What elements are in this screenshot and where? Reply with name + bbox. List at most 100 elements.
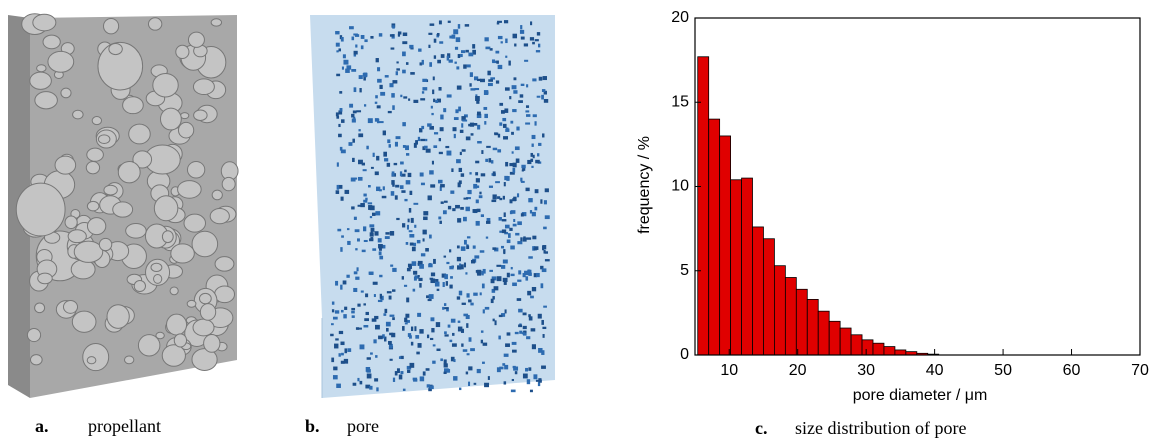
pore [463,313,469,317]
pore [429,62,433,67]
pore [418,48,422,52]
pore [352,382,357,386]
pore [433,132,439,135]
pore [497,35,503,40]
pore [475,270,480,273]
pore [451,34,456,39]
pore [388,144,391,148]
pore [521,212,527,217]
pore [451,168,454,173]
pore [538,43,541,48]
pore [339,91,343,94]
pore [389,314,395,317]
pore [412,288,416,292]
pore [380,91,386,96]
bar [883,346,896,356]
pore [359,380,363,385]
pore [386,327,389,332]
pore [423,216,428,221]
pore [364,39,368,43]
pore [423,211,429,216]
pore [511,378,514,382]
pore [402,223,406,228]
pore [375,355,378,358]
pore [522,325,527,330]
pore [352,110,357,114]
pore [434,281,440,287]
pore [377,299,383,303]
particle [210,18,223,27]
pore [338,353,341,357]
pore [523,330,527,334]
pore [457,218,462,223]
pore [413,99,419,103]
pore [480,214,485,218]
pore [521,164,526,169]
pore [528,367,532,371]
particle [177,180,202,199]
pore [401,190,406,193]
x-tick-label: 30 [857,362,875,379]
bar [806,298,819,356]
pore [414,326,417,332]
pore [394,141,398,147]
pore [519,29,525,34]
pore [387,139,391,144]
pore [402,326,405,331]
pore [472,44,476,49]
pore [515,158,520,163]
pore [429,125,434,130]
pore [457,24,461,29]
pore [351,113,355,118]
pore [496,367,501,373]
pore [386,162,391,167]
pore [525,276,529,281]
pore [349,26,354,30]
pore [504,108,509,113]
pore [501,219,507,222]
pore [522,272,526,278]
pore [462,349,468,352]
pore [526,379,531,385]
particle [214,256,235,272]
pore [336,383,341,388]
pore [530,328,536,332]
pore [505,38,508,44]
pore [331,301,335,305]
pore [538,142,542,146]
pore [396,68,400,71]
pore [538,76,543,81]
pore [503,212,506,217]
pore [469,72,473,77]
particle [147,17,163,31]
pore [468,381,471,386]
pore [526,237,532,240]
pore [367,118,373,124]
pore [480,330,484,333]
particle [97,41,144,91]
pore [446,94,452,98]
pore [525,367,528,372]
pore [360,35,365,39]
pore [499,230,505,233]
pore [363,239,368,243]
pore [337,228,342,232]
particle [161,230,174,244]
pore [506,272,510,278]
pore [365,384,371,389]
particle [192,318,215,337]
x-axis-label: pore diameter / μm [853,387,988,404]
pore [407,333,412,337]
pore [405,313,410,318]
pore [500,110,505,114]
pore [488,158,492,163]
particle [211,189,223,201]
particle [86,217,107,236]
y-axis-label: frequency / % [636,136,653,234]
pore [482,268,486,274]
particle [72,109,84,120]
pore [378,244,383,249]
pore [492,147,498,151]
pore [406,297,410,303]
pore [480,173,486,177]
